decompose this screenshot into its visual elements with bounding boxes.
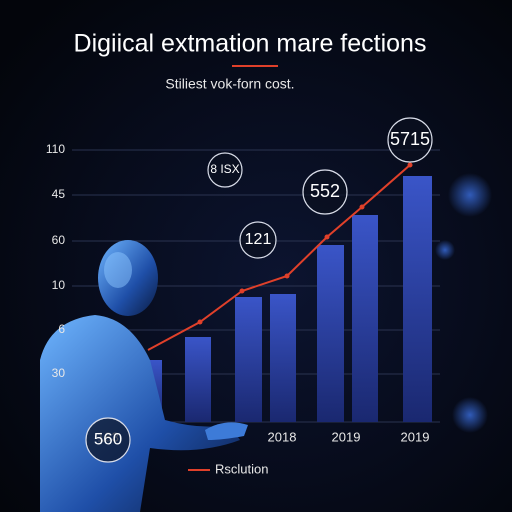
callout-ring [239,221,277,259]
y-label: 10 [52,278,66,292]
callout-label: 121 [245,231,272,248]
title: Digiical extmation mare fections [74,30,427,58]
callout-label: 552 [310,181,340,201]
callout-ring [85,417,131,463]
y-axis-labels: 110 45 60 10 6 30 [46,142,65,380]
x-label: 2019 [332,429,361,444]
callout-ring [207,152,243,188]
callout-ring [302,169,348,215]
y-label: 60 [52,233,66,247]
callouts: 8 ISX 121 552 5715 560 [85,117,433,463]
callout-label: 8 ISX [210,162,239,176]
y-label: 45 [52,187,66,201]
x-axis-labels: 183201820192019 [97,429,429,444]
x-label: 2018 [268,429,297,444]
robot [40,240,248,512]
bokeh [448,173,492,217]
bokeh [452,397,488,433]
x-label: 2019 [401,429,430,444]
bokeh [435,240,455,260]
trend-points [197,162,413,325]
y-label: 110 [46,142,65,156]
legend-label: Rsclution [215,461,268,476]
y-label: 30 [52,366,66,380]
y-label: 6 [58,322,65,336]
subtitle: Stiliest vok-forn cost. [165,76,294,92]
callout-label: 560 [94,429,122,448]
callout-label: 5715 [390,129,430,149]
callout-ring [387,117,433,163]
